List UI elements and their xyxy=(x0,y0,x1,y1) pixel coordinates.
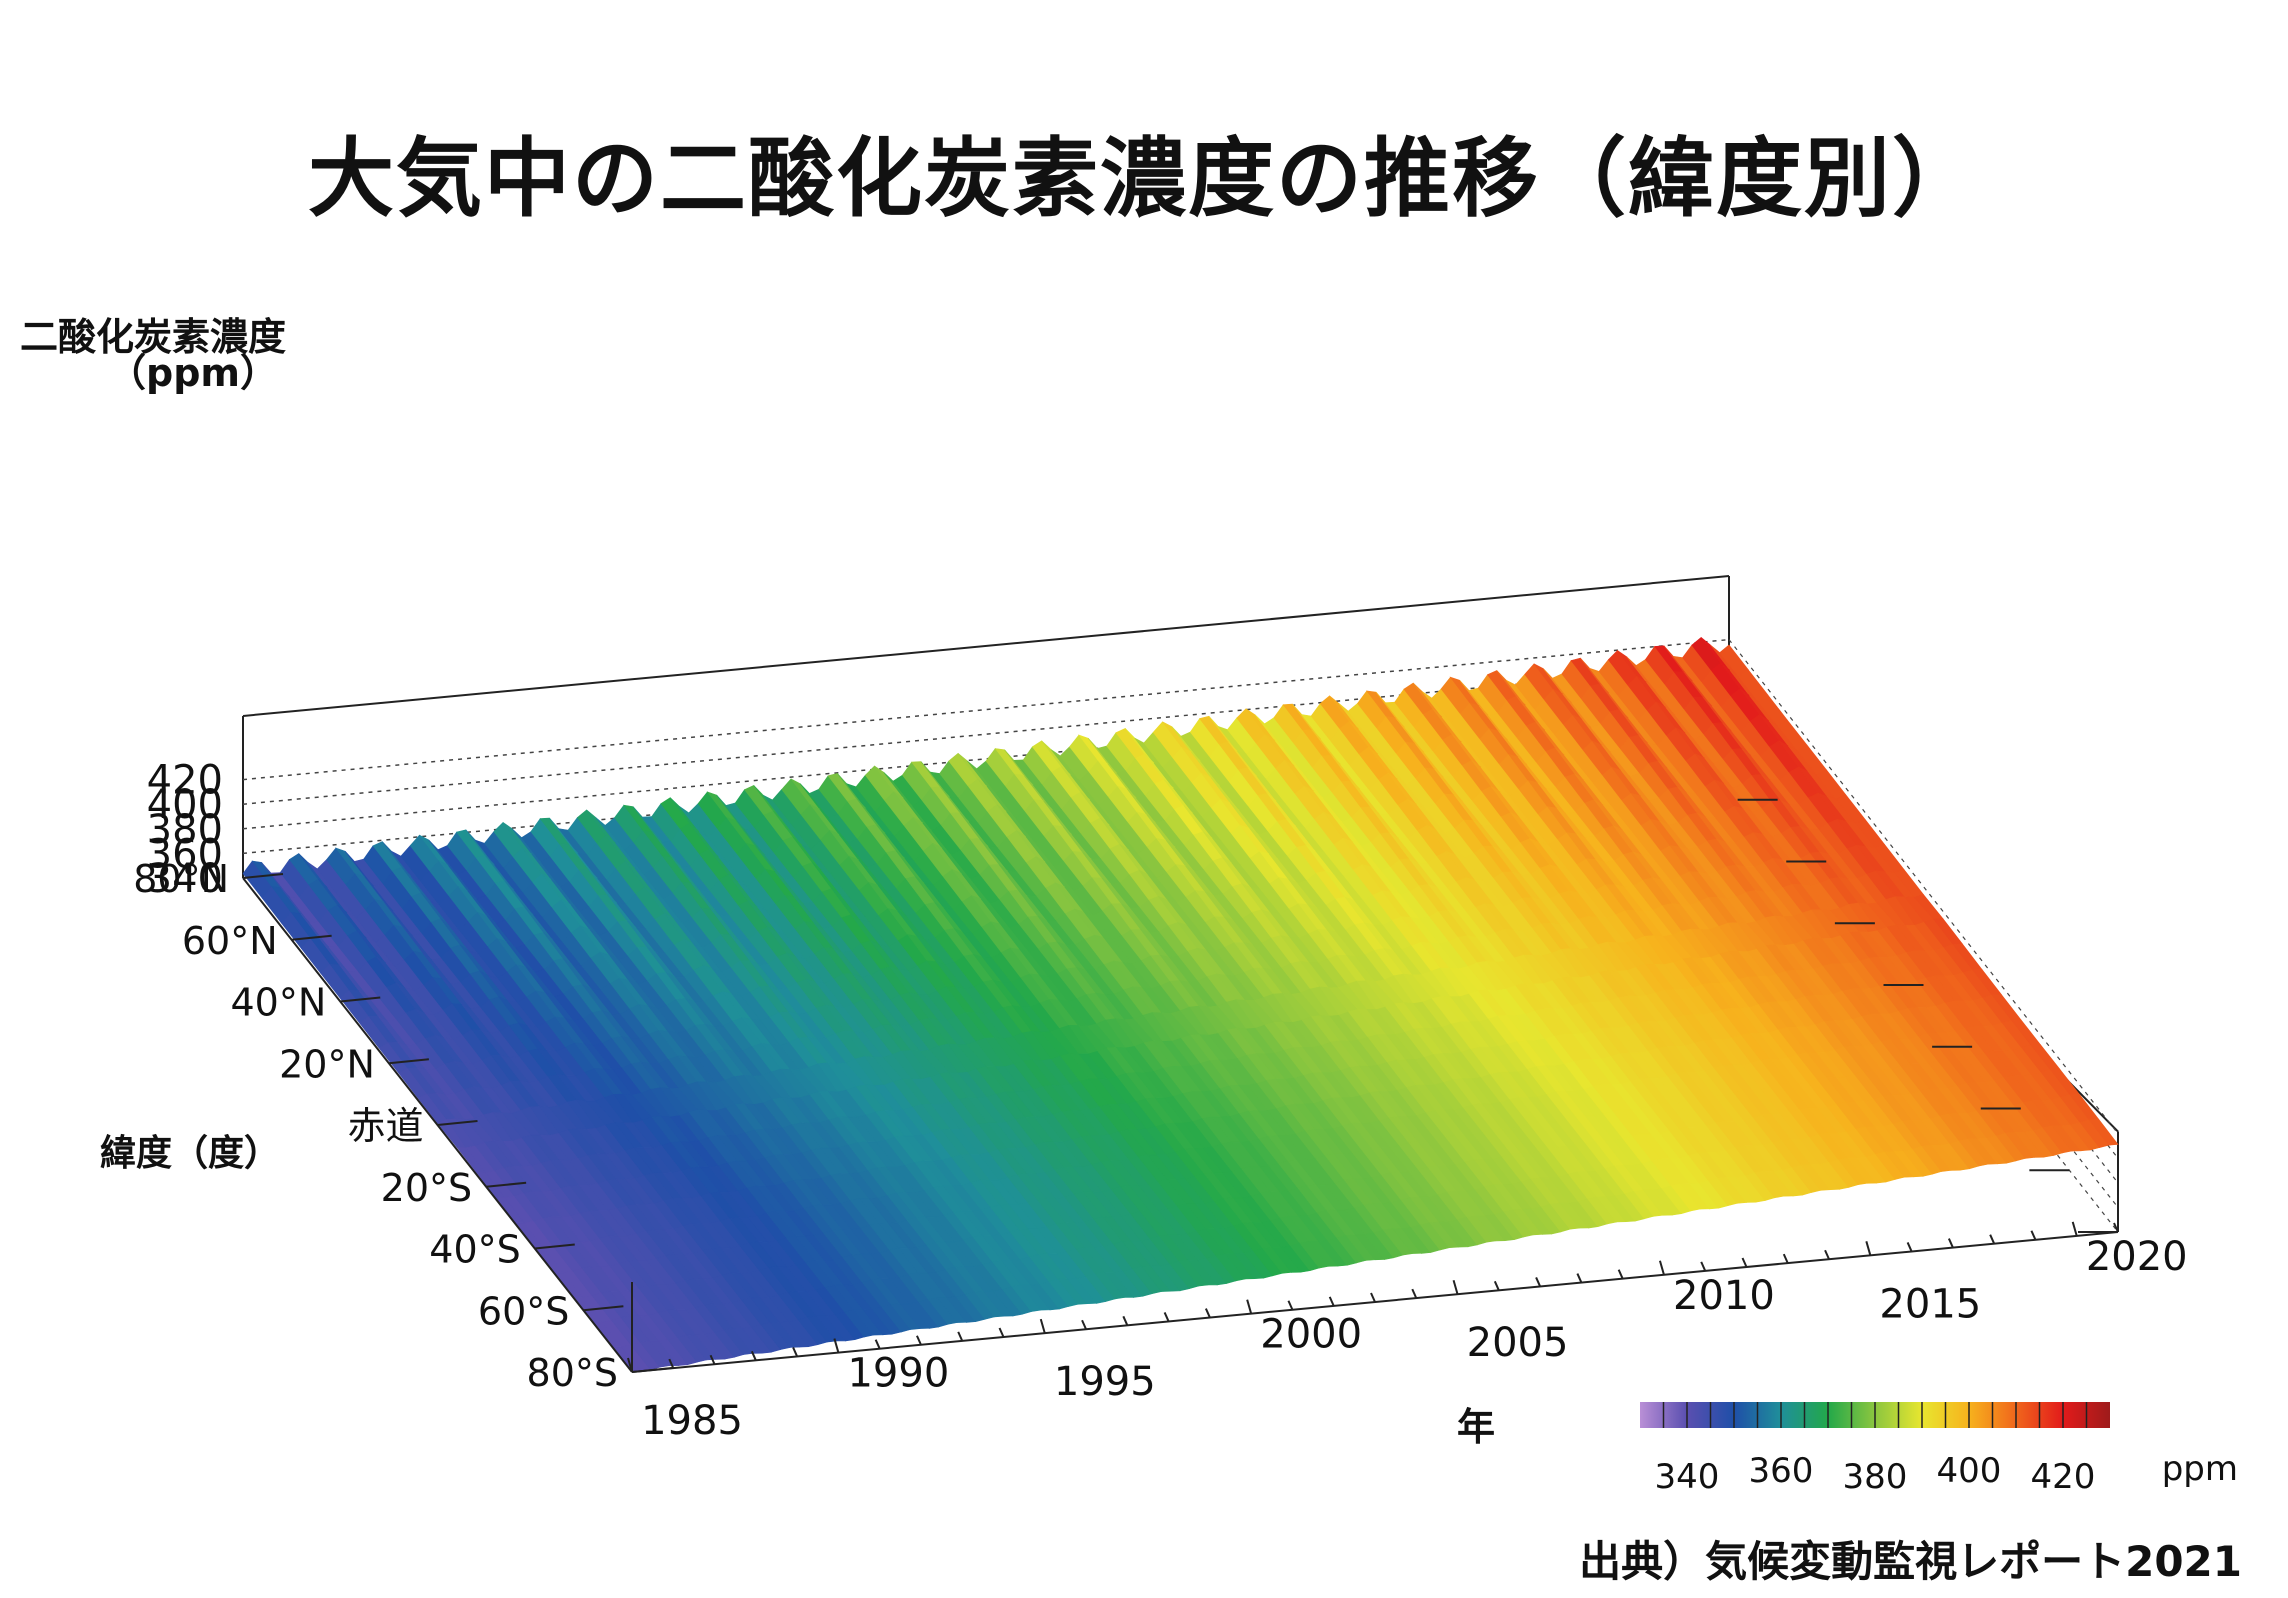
y-tick-7 xyxy=(583,1305,624,1312)
colorbar-tick-label-380: 380 xyxy=(1843,1457,1908,1497)
chart-title: 大気中の二酸化炭素濃度の推移（緯度別） xyxy=(308,129,1980,229)
colorbar-unit: ppm xyxy=(2162,1449,2238,1489)
y-tick-label-5: 20°S xyxy=(381,1166,472,1210)
y-axis-label: 緯度（度） xyxy=(100,1133,280,1174)
x-tick-2018 xyxy=(1989,1234,1996,1245)
z-tick-label-400: 400 xyxy=(147,782,223,828)
y-tick-label-8: 80°S xyxy=(527,1351,618,1395)
x-tick-1995 xyxy=(1039,1318,1046,1334)
source-credit: 出典）気候変動監視レポート2021 xyxy=(1579,1537,2242,1586)
colorbar-tick-label-340: 340 xyxy=(1655,1457,1720,1497)
x-tick-1989 xyxy=(792,1347,799,1357)
x-tick-2006 xyxy=(1493,1280,1500,1291)
y-tick-5 xyxy=(486,1181,527,1188)
z-axis-unit: （ppm） xyxy=(108,351,278,395)
x-tick-1998 xyxy=(1163,1312,1170,1322)
x-tick-2020 xyxy=(2071,1221,2078,1237)
y-tick-label-1: 60°N xyxy=(182,919,278,963)
x-tick-1996 xyxy=(1081,1319,1087,1330)
x-tick-2016 xyxy=(1906,1242,1913,1252)
x-tick-label-1995: 1995 xyxy=(1054,1359,1156,1405)
z-tick-label-420: 420 xyxy=(147,758,223,804)
x-tick-1987 xyxy=(709,1354,716,1365)
z-tick-label-340: 340 xyxy=(147,856,223,902)
x-tick-2012 xyxy=(1741,1257,1748,1268)
x-tick-2021 xyxy=(2113,1222,2119,1233)
z-gridline-420 xyxy=(242,638,1730,781)
x-tick-1988 xyxy=(750,1350,757,1361)
surface-cell xyxy=(2088,1118,2119,1146)
x-tick-2007 xyxy=(1535,1277,1542,1287)
x-tick-2019 xyxy=(2030,1230,2037,1241)
x-tick-2013 xyxy=(1782,1253,1789,1264)
x-tick-2001 xyxy=(1287,1300,1294,1311)
x-tick-1994 xyxy=(998,1327,1005,1338)
x-tick-1991 xyxy=(874,1339,881,1350)
colorbar-tick-label-360: 360 xyxy=(1749,1451,1814,1491)
x-tick-1993 xyxy=(957,1331,964,1342)
x-tick-label-2000: 2000 xyxy=(1260,1312,1362,1358)
x-tick-1990 xyxy=(833,1338,840,1353)
x-tick-2004 xyxy=(1411,1288,1418,1299)
colorbar: 340 360 380 400 420 ppm xyxy=(1640,1402,2238,1497)
x-tick-1999 xyxy=(1204,1308,1211,1318)
x-tick-1985 xyxy=(627,1357,633,1373)
y-tick-label-7: 60°S xyxy=(478,1289,569,1333)
x-tick-label-1985: 1985 xyxy=(641,1398,743,1444)
y-tick-8 xyxy=(631,1367,673,1373)
colorbar-tick-label-400: 400 xyxy=(1937,1451,2002,1491)
z-tick-label-360: 360 xyxy=(147,831,223,877)
y-tick-label-6: 40°S xyxy=(429,1228,520,1272)
z-tick-label-380: 380 xyxy=(147,807,223,853)
x-axis-label: 年 xyxy=(1457,1405,1495,1449)
z-gridline-side-420 xyxy=(1728,639,2119,1134)
x-tick-2015 xyxy=(1865,1241,1872,1256)
surface-mesh xyxy=(242,636,2119,1373)
x-tick-2003 xyxy=(1370,1292,1376,1303)
y-tick-2 xyxy=(340,996,381,1003)
x-tick-2002 xyxy=(1328,1296,1335,1307)
back-top-edge xyxy=(242,574,1730,717)
x-tick-label-2015: 2015 xyxy=(1879,1281,1981,1327)
y-tick-6 xyxy=(534,1243,575,1250)
y-tick-label-2: 40°N xyxy=(230,981,326,1025)
x-tick-2014 xyxy=(1824,1249,1830,1260)
x-tick-label-2010: 2010 xyxy=(1673,1273,1775,1319)
y-tick-3 xyxy=(388,1058,429,1065)
colorbar-tick-label-420: 420 xyxy=(2031,1457,2096,1497)
y-tick-label-4: 赤道 xyxy=(347,1104,423,1148)
x-tick-2009 xyxy=(1617,1269,1624,1280)
x-tick-1997 xyxy=(1122,1315,1129,1326)
x-tick-2000 xyxy=(1246,1299,1253,1314)
x-tick-label-2020: 2020 xyxy=(2086,1234,2188,1280)
z-axis-label: 二酸化炭素濃度 xyxy=(20,315,286,359)
x-tick-2011 xyxy=(1700,1261,1707,1272)
y-tick-label-0: 80°N xyxy=(133,857,229,901)
y-tick-label-3: 20°N xyxy=(279,1042,375,1086)
x-tick-2008 xyxy=(1576,1273,1583,1283)
x-tick-2010 xyxy=(1658,1260,1665,1276)
y-tick-0 xyxy=(242,873,284,879)
y-tick-4 xyxy=(437,1120,478,1126)
x-tick-2017 xyxy=(1947,1238,1954,1248)
x-tick-label-2005: 2005 xyxy=(1467,1320,1569,1366)
x-tick-label-1990: 1990 xyxy=(847,1351,949,1397)
x-tick-2005 xyxy=(1452,1279,1459,1295)
x-tick-1986 xyxy=(668,1358,675,1369)
y-tick-1 xyxy=(291,934,332,941)
x-tick-1992 xyxy=(916,1335,922,1346)
